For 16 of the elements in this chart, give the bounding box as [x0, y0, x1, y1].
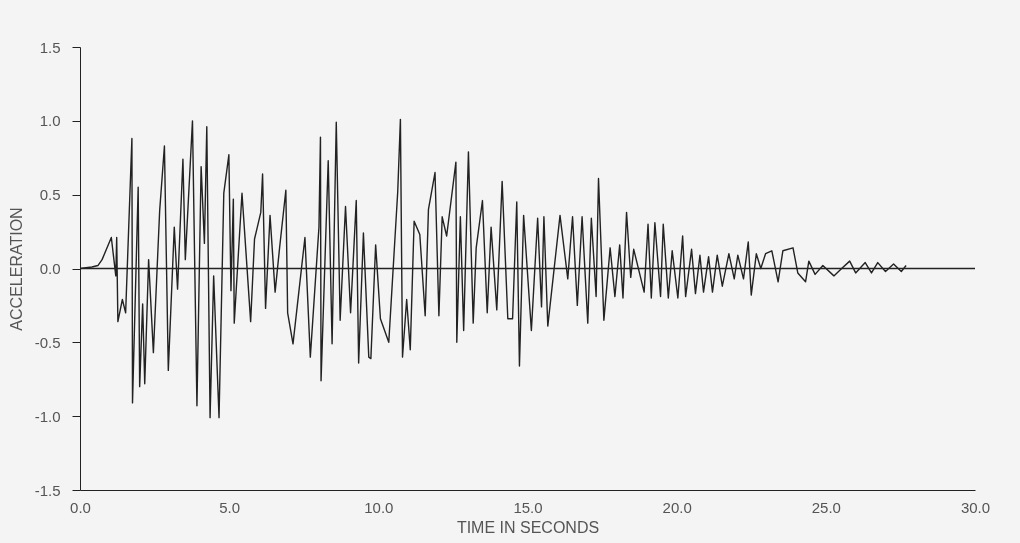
y-tick-label: 0.0 [39, 260, 61, 277]
x-axis-title: TIME IN SECONDS [456, 518, 600, 536]
x-tick-label: 5.0 [219, 498, 241, 516]
x-tick-label: 30.0 [960, 498, 991, 516]
x-tick-label: 10.0 [364, 498, 394, 516]
y-tick-label: 1.0 [39, 112, 61, 130]
y-tick-label: -1.0 [34, 407, 61, 425]
y-tick-label: 0.5 [39, 186, 61, 204]
y-tick-label: -0.5 [34, 333, 61, 351]
y-tick-label: -1.5 [34, 481, 61, 499]
y-tick-label: 1.5 [39, 38, 61, 56]
x-tick-label: 15.0 [513, 498, 543, 516]
x-tick-label: 20.0 [662, 498, 692, 516]
x-tick-label: 0.0 [70, 498, 91, 516]
x-tick-label: 25.0 [811, 498, 841, 516]
y-axis-title: ACCELERATION [7, 207, 25, 331]
